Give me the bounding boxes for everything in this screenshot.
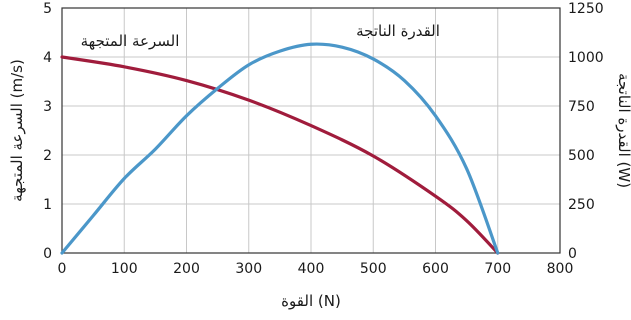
x-tick-label: 100 xyxy=(111,261,138,277)
y-right-tick-labels: 0 250 500 750 1000 1250 xyxy=(568,1,604,262)
y-left-tick-label: 5 xyxy=(43,1,52,17)
x-tick-label: 0 xyxy=(58,261,67,277)
y-left-tick-labels: 0 1 2 3 4 5 xyxy=(43,1,52,262)
x-tick-label: 400 xyxy=(298,261,325,277)
x-tick-labels: 0 100 200 300 400 500 600 700 800 xyxy=(58,261,574,277)
y-right-tick-label: 1000 xyxy=(568,50,604,66)
y-left-tick-label: 0 xyxy=(43,246,52,262)
y-right-tick-label: 500 xyxy=(568,148,595,164)
y-right-tick-label: 1250 xyxy=(568,1,604,17)
x-tick-label: 200 xyxy=(173,261,200,277)
x-tick-label: 500 xyxy=(360,261,387,277)
y-left-tick-label: 1 xyxy=(43,197,52,213)
plot-frame xyxy=(61,7,561,254)
y-right-axis-label: القدرة الناتجة (W) xyxy=(615,73,631,188)
grid xyxy=(62,8,560,253)
y-left-tick-label: 4 xyxy=(43,50,52,66)
y-right-tick-label: 250 xyxy=(568,197,595,213)
y-right-tick-label: 750 xyxy=(568,99,595,115)
series-line-velocity xyxy=(60,55,500,255)
y-right-tick-label: 0 xyxy=(568,246,577,262)
x-tick-label: 300 xyxy=(235,261,262,277)
y-left-tick-label: 3 xyxy=(43,99,52,115)
series-line-power xyxy=(60,42,500,255)
series-label-power: القدرة الناتجة xyxy=(356,22,440,40)
series-labels: السرعة المتجهة القدرة الناتجة xyxy=(81,22,440,50)
y-left-axis-label: السرعة المتجهة (m/s) xyxy=(8,59,26,202)
y-left-tick-label: 2 xyxy=(43,148,52,164)
series-layer xyxy=(60,42,500,255)
x-tick-label: 800 xyxy=(547,261,574,277)
x-tick-label: 600 xyxy=(422,261,449,277)
x-tick-label: 700 xyxy=(484,261,511,277)
series-label-velocity: السرعة المتجهة xyxy=(81,32,180,50)
x-axis-label: القوة (N) xyxy=(281,292,341,310)
